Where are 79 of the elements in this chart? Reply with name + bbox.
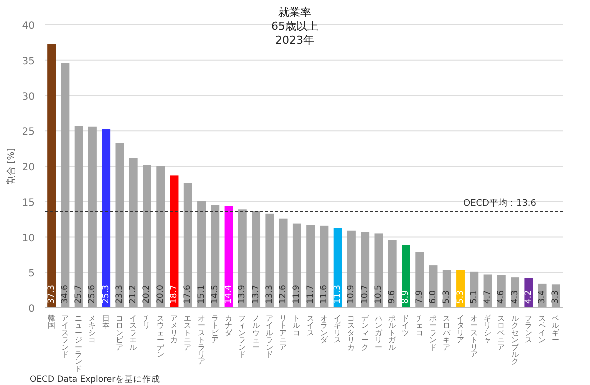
bar [306,225,316,308]
y-tick-label: 10 [22,233,35,244]
data-label: 5.1 [469,290,480,304]
bar [347,230,356,308]
y-tick-label: 40 [22,21,35,32]
data-label: 6.0 [428,290,438,304]
y-axis-title: 割合 [%] [6,148,17,185]
bar [238,210,247,308]
data-label: 11.6 [319,285,330,304]
bar [266,214,274,308]
bar [279,218,288,308]
data-label: 10.5 [374,285,384,304]
bar [116,143,124,308]
data-label: 13.7 [251,285,262,304]
data-label: 14.5 [210,285,220,304]
bar [48,44,56,308]
bar [61,63,70,308]
y-tick-label: 35 [22,56,35,68]
ref-line-label: OECD平均：13.6 [463,198,537,209]
bar [211,205,220,308]
bar [129,158,138,308]
data-label: 13.9 [238,285,248,304]
data-label: 34.6 [60,285,70,304]
data-label: 15.1 [196,285,207,304]
data-label: 25.7 [74,285,84,304]
bar [334,228,342,308]
data-label: 11.7 [306,285,316,304]
bar [416,252,424,308]
bar [198,201,206,308]
y-tick-label: 15 [22,198,35,209]
data-label: 13.3 [264,285,275,304]
data-label: 10.9 [346,285,357,304]
bar [156,166,166,308]
bar [74,126,84,308]
data-label: 37.3 [46,285,57,304]
data-label: 23.3 [114,285,125,304]
y-tick-label: 5 [28,268,35,280]
data-label: 4.3 [510,290,520,304]
bar [374,234,384,308]
bar [143,165,152,308]
bar [252,211,261,308]
bar [88,126,97,308]
data-label: 5.3 [442,290,452,304]
data-label: 14.4 [224,285,234,304]
data-label: 8.9 [401,290,412,304]
data-label: 5.3 [456,290,466,304]
data-label: 11.3 [333,285,344,304]
bar [388,240,397,308]
data-label: 25.6 [88,285,98,304]
bar [361,232,370,308]
y-tick-label: 30 [22,92,35,103]
y-tick-label: 0 [28,304,35,315]
data-label: 20.0 [156,285,166,304]
data-label: 4.2 [524,290,534,304]
data-label: 10.7 [360,285,370,304]
data-label: 21.2 [128,285,139,304]
data-label: 17.6 [183,285,194,304]
data-label: 18.7 [170,285,180,304]
data-label: 7.9 [414,290,425,304]
data-label: 12.6 [278,285,289,304]
data-label: 3.4 [538,290,548,304]
bar [102,129,111,308]
bar [184,183,192,308]
bar [292,224,302,308]
data-label: 11.9 [292,285,302,304]
data-label: 4.7 [483,290,494,304]
y-tick-label: 25 [22,127,35,138]
data-label: 25.3 [101,285,112,304]
chart-title: 就業率 65歳以上 2023年 [272,6,318,47]
y-tick-label: 20 [22,162,35,174]
text: OECD Data Explorerを基に作成 [30,374,161,385]
data-label: 4.6 [496,290,507,304]
bar [170,176,179,308]
bar [320,226,329,308]
data-label: 20.2 [142,285,152,304]
data-label: 3.3 [551,290,562,304]
bar [402,245,410,308]
bar [224,206,234,308]
data-label: 9.6 [388,290,398,304]
